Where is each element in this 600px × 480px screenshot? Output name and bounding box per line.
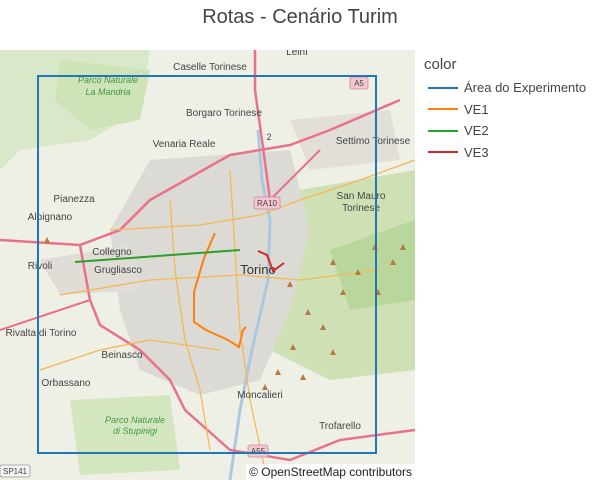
route-ve3[interactable] <box>257 250 285 273</box>
label-trofarello: Trofarello <box>319 421 361 432</box>
label-collegno: Collegno <box>92 247 132 258</box>
shield-ra10: RA10 <box>253 196 281 210</box>
legend-item-ve2[interactable]: VE2 <box>424 120 600 142</box>
legend-line-ve2 <box>428 129 458 132</box>
road-secondary-2 <box>59 269 381 296</box>
label-leini: Leinì <box>286 50 308 58</box>
label-alpignano: Alpignano <box>28 212 73 223</box>
svg-text:SP141: SP141 <box>3 467 28 476</box>
river-po <box>228 129 272 480</box>
label-torino: Torino <box>240 262 275 277</box>
label-san-mauro-2: Torinese <box>342 203 380 214</box>
label-beinasco: Beinasco <box>101 350 143 361</box>
route-area-experimento[interactable] <box>37 75 377 454</box>
urban-area-settimo <box>290 110 400 170</box>
urban-area-torino <box>110 150 310 395</box>
park-area-stupinigi <box>70 395 180 475</box>
label-parco-stupinigi-2: di Stupinigi <box>113 426 158 436</box>
svg-text:A5: A5 <box>354 79 364 88</box>
label-caselle: Caselle Torinese <box>173 62 247 73</box>
motorway-ring-south <box>78 244 415 462</box>
chart-title: Rotas - Cenário Turim <box>202 6 398 28</box>
legend-item-area[interactable]: Área do Experimento <box>424 77 600 99</box>
road-secondary-3 <box>169 199 211 451</box>
label-orbassano: Orbassano <box>42 378 91 389</box>
legend-label-ve2: VE2 <box>464 123 489 139</box>
map-panel[interactable]: A5 RA10 A55 SP141 2 Leinì Caselle Torine… <box>0 50 415 480</box>
svg-text:A55: A55 <box>251 447 266 456</box>
label-parco-mandria-1: Parco Naturale <box>78 75 138 85</box>
motorway-north <box>253 50 272 201</box>
shield-a55: A55 <box>247 444 269 458</box>
road-secondary-4 <box>229 169 266 471</box>
legend-label-ve3: VE3 <box>464 144 489 160</box>
shield-sp141: SP141 <box>0 464 31 478</box>
legend: color Área do Experimento VE1 VE2 VE3 <box>424 56 600 163</box>
legend-line-ve1 <box>428 108 458 111</box>
road-rivalta <box>0 299 91 331</box>
urban-area-collegno <box>40 245 140 295</box>
forest-area-east <box>330 220 415 310</box>
legend-label-ve1: VE1 <box>464 101 489 117</box>
map-canvas[interactable]: A5 RA10 A55 SP141 2 Leinì Caselle Torine… <box>0 50 415 480</box>
label-rivoli: Rivoli <box>28 261 52 272</box>
legend-item-ve3[interactable]: VE3 <box>424 142 600 164</box>
label-venaria: Venaria Reale <box>153 139 216 150</box>
motorway-settimo <box>269 149 321 201</box>
motorway-west <box>0 199 151 247</box>
map-attribution[interactable]: © OpenStreetMap contributors <box>246 464 415 480</box>
label-parco-stupinigi-1: Parco Naturale <box>105 415 165 425</box>
shield-2: 2 <box>266 132 271 142</box>
shield-a5: A5 <box>349 76 369 90</box>
legend-item-ve1[interactable]: VE1 <box>424 99 600 121</box>
legend-line-area <box>428 86 458 89</box>
route-ve1[interactable] <box>193 232 247 349</box>
label-moncalieri: Moncalieri <box>237 390 283 401</box>
legend-label-area: Área do Experimento <box>464 80 587 96</box>
label-san-mauro-1: San Mauro <box>337 191 386 202</box>
label-pianezza: Pianezza <box>53 194 95 205</box>
svg-text:RA10: RA10 <box>257 199 278 208</box>
park-area-mandria <box>55 60 150 130</box>
legend-title: color <box>424 56 457 73</box>
label-rivalta: Rivalta di Torino <box>6 328 77 339</box>
route-ve2[interactable] <box>74 249 241 263</box>
label-settimo: Settimo Torinese <box>336 136 411 147</box>
label-borgaro: Borgaro Torinese <box>186 108 262 119</box>
label-grugliasco: Grugliasco <box>94 265 142 276</box>
label-parco-mandria-2: La Mandria <box>85 87 130 97</box>
road-secondary-5 <box>39 339 221 371</box>
legend-line-ve3 <box>428 151 458 154</box>
